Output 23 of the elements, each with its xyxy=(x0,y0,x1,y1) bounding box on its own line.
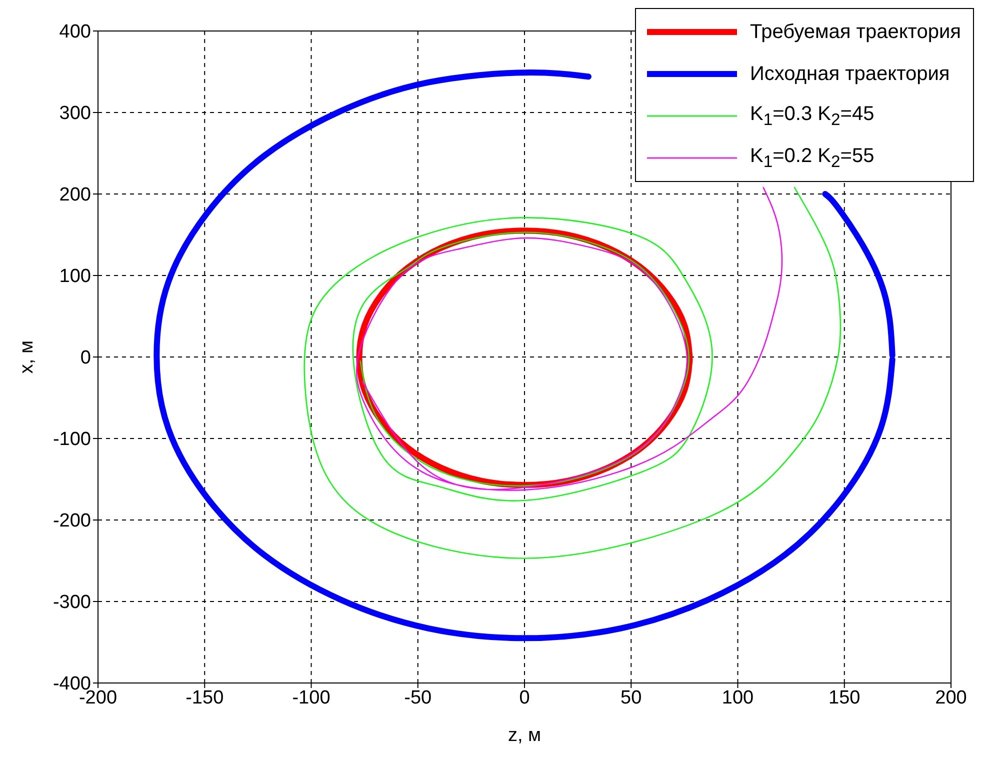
x-tick-label: 0 xyxy=(519,687,530,708)
legend-label: Исходная траектория xyxy=(750,62,950,86)
y-tick-label: -300 xyxy=(52,592,91,614)
x-tick-label: 200 xyxy=(935,687,967,708)
legend-label: K$_{1}$=0.2 K$_{2}$=55 xyxy=(750,144,874,172)
x-axis-title: z, м xyxy=(508,725,542,746)
legend-label: Требуемая траектория xyxy=(750,20,961,44)
y-tick-label: 200 xyxy=(59,184,91,206)
x-tick-label: -50 xyxy=(404,687,432,708)
x-tick-label: -150 xyxy=(186,687,224,708)
y-tick-label: -100 xyxy=(52,429,91,450)
y-tick-label: 100 xyxy=(59,266,91,288)
y-tick-label: 0 xyxy=(80,348,91,369)
y-tick-label: 400 xyxy=(59,22,91,43)
x-tick-label: 150 xyxy=(828,687,860,708)
y-tick-label: -200 xyxy=(52,510,91,532)
y-tick-label: 300 xyxy=(59,103,91,124)
y-axis-title: x, м xyxy=(16,340,38,374)
x-tick-label: -100 xyxy=(292,687,330,708)
x-tick-label: 100 xyxy=(722,687,754,708)
line-series xyxy=(304,186,842,559)
legend-label: K$_{1}$=0.3 K$_{2}$=45 xyxy=(750,102,874,130)
x-tick-label: 50 xyxy=(620,687,642,708)
